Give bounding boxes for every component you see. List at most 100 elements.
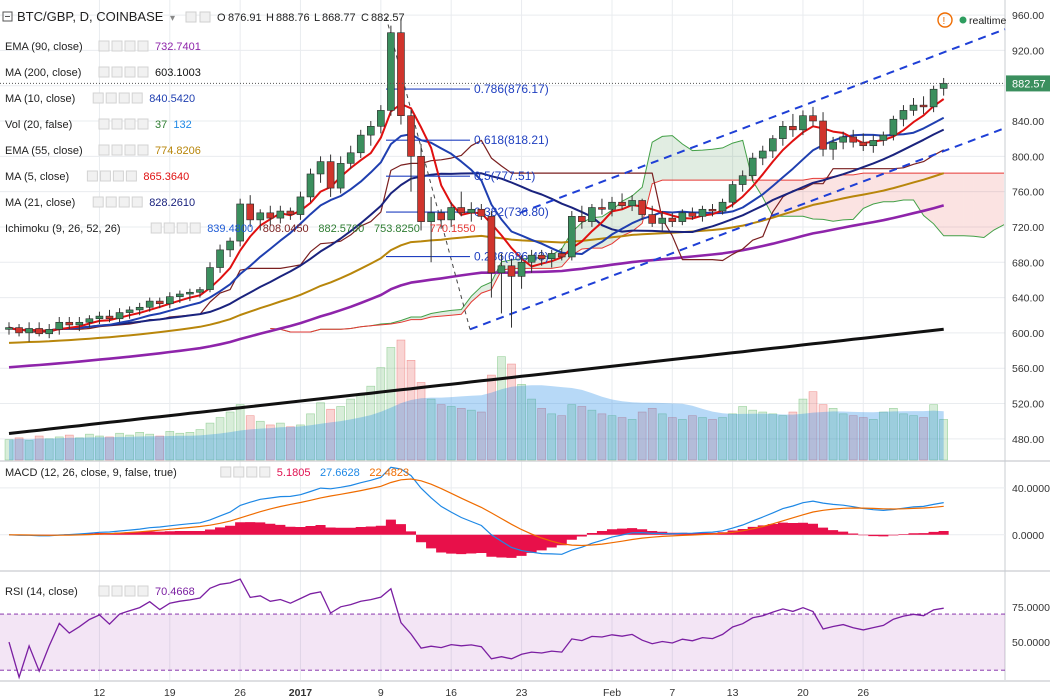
candle[interactable] <box>397 18 405 125</box>
candle[interactable] <box>366 121 375 146</box>
candle[interactable] <box>588 203 596 227</box>
candle[interactable] <box>306 168 315 203</box>
candle[interactable] <box>387 25 395 116</box>
candle[interactable] <box>246 195 254 227</box>
close-icon[interactable] <box>137 66 149 78</box>
candle[interactable] <box>748 152 757 182</box>
gear-icon[interactable] <box>111 144 123 156</box>
candle[interactable] <box>517 255 526 289</box>
candle[interactable] <box>819 112 827 157</box>
candle[interactable] <box>155 297 164 309</box>
gear-icon[interactable] <box>111 40 123 52</box>
candle[interactable] <box>236 198 244 247</box>
gear-icon[interactable] <box>111 585 123 597</box>
candle[interactable] <box>688 207 697 220</box>
candle[interactable] <box>608 196 616 217</box>
candle[interactable] <box>899 105 908 127</box>
candle[interactable] <box>105 309 114 323</box>
candle[interactable] <box>497 253 506 314</box>
candle[interactable] <box>417 143 425 231</box>
candle[interactable] <box>477 203 486 220</box>
candlesticks[interactable] <box>5 18 948 342</box>
alert-icon[interactable] <box>937 12 953 28</box>
gear-icon[interactable] <box>233 466 245 478</box>
plus-icon[interactable] <box>176 222 188 234</box>
candle[interactable] <box>226 237 234 257</box>
candle[interactable] <box>809 106 817 127</box>
candle[interactable] <box>678 209 687 226</box>
candle[interactable] <box>25 322 33 342</box>
legend-ma[interactable]: MA (200, close) 603.1003 <box>5 66 201 79</box>
candle[interactable] <box>718 198 727 215</box>
candle[interactable] <box>708 203 717 217</box>
close-icon[interactable] <box>189 222 201 234</box>
candle[interactable] <box>527 249 536 273</box>
candle[interactable] <box>738 170 747 192</box>
candle[interactable] <box>356 129 365 159</box>
gear-icon[interactable] <box>185 11 197 23</box>
gear-icon[interactable] <box>163 222 175 234</box>
close-icon[interactable] <box>259 466 271 478</box>
eye-icon[interactable] <box>98 144 110 156</box>
plus-icon[interactable] <box>124 118 136 130</box>
plus-icon[interactable] <box>112 170 124 182</box>
candle[interactable] <box>95 311 104 325</box>
candle[interactable] <box>859 133 868 152</box>
candle[interactable] <box>437 209 445 229</box>
candle[interactable] <box>296 191 305 220</box>
candle[interactable] <box>789 113 797 137</box>
candle[interactable] <box>768 135 777 159</box>
close-icon[interactable] <box>137 144 149 156</box>
candle[interactable] <box>648 205 657 227</box>
candle[interactable] <box>929 85 938 113</box>
collapse-icon[interactable] <box>2 11 13 22</box>
candle[interactable] <box>35 322 43 337</box>
candle[interactable] <box>889 115 898 141</box>
candle[interactable] <box>939 77 948 96</box>
plus-icon[interactable] <box>124 144 136 156</box>
eye-icon[interactable] <box>220 466 232 478</box>
candle[interactable] <box>115 308 124 323</box>
candle[interactable] <box>266 205 275 226</box>
candle[interactable] <box>628 195 636 212</box>
legend-ema[interactable]: EMA (90, close) 732.7401 <box>5 40 201 53</box>
realtime-indicator[interactable]: ! realtime <box>937 12 1007 28</box>
candle[interactable] <box>779 121 787 146</box>
legend-ma[interactable]: MA (5, close) 865.3640 <box>5 170 189 183</box>
candle[interactable] <box>578 205 586 229</box>
plus-icon[interactable] <box>118 92 130 104</box>
candle[interactable] <box>5 322 13 335</box>
candle[interactable] <box>668 212 677 227</box>
candle[interactable] <box>557 248 566 261</box>
eye-icon[interactable] <box>150 222 162 234</box>
legend-ichimoku[interactable]: Ichimoku (9, 26, 52, 26) 839.4800 808.0450… <box>5 222 475 235</box>
candle[interactable] <box>467 202 476 222</box>
legend-ema[interactable]: EMA (55, close) 774.8206 <box>5 144 201 157</box>
candle[interactable] <box>547 249 556 268</box>
candle[interactable] <box>256 209 265 231</box>
candle[interactable] <box>447 202 456 227</box>
eye-icon[interactable] <box>98 40 110 52</box>
plus-icon[interactable] <box>124 585 136 597</box>
eye-icon[interactable] <box>98 585 110 597</box>
plus-icon[interactable] <box>124 40 136 52</box>
candle[interactable] <box>507 258 516 328</box>
legend-vol[interactable]: Vol (20, false) 37 132 <box>5 118 192 131</box>
candle[interactable] <box>276 205 285 224</box>
candle[interactable] <box>65 316 74 330</box>
candle[interactable] <box>567 211 576 261</box>
candle[interactable] <box>909 98 918 116</box>
gear-icon-2[interactable] <box>199 11 211 23</box>
candle[interactable] <box>919 96 928 114</box>
close-icon[interactable] <box>137 40 149 52</box>
candle[interactable] <box>346 145 355 169</box>
candle[interactable] <box>45 324 54 339</box>
candle[interactable] <box>216 244 224 273</box>
eye-icon[interactable] <box>92 196 104 208</box>
candle[interactable] <box>758 145 767 166</box>
eye-icon[interactable] <box>98 66 110 78</box>
candle[interactable] <box>286 207 295 220</box>
candle[interactable] <box>698 205 707 222</box>
close-icon[interactable] <box>137 118 149 130</box>
candle[interactable] <box>166 292 174 309</box>
